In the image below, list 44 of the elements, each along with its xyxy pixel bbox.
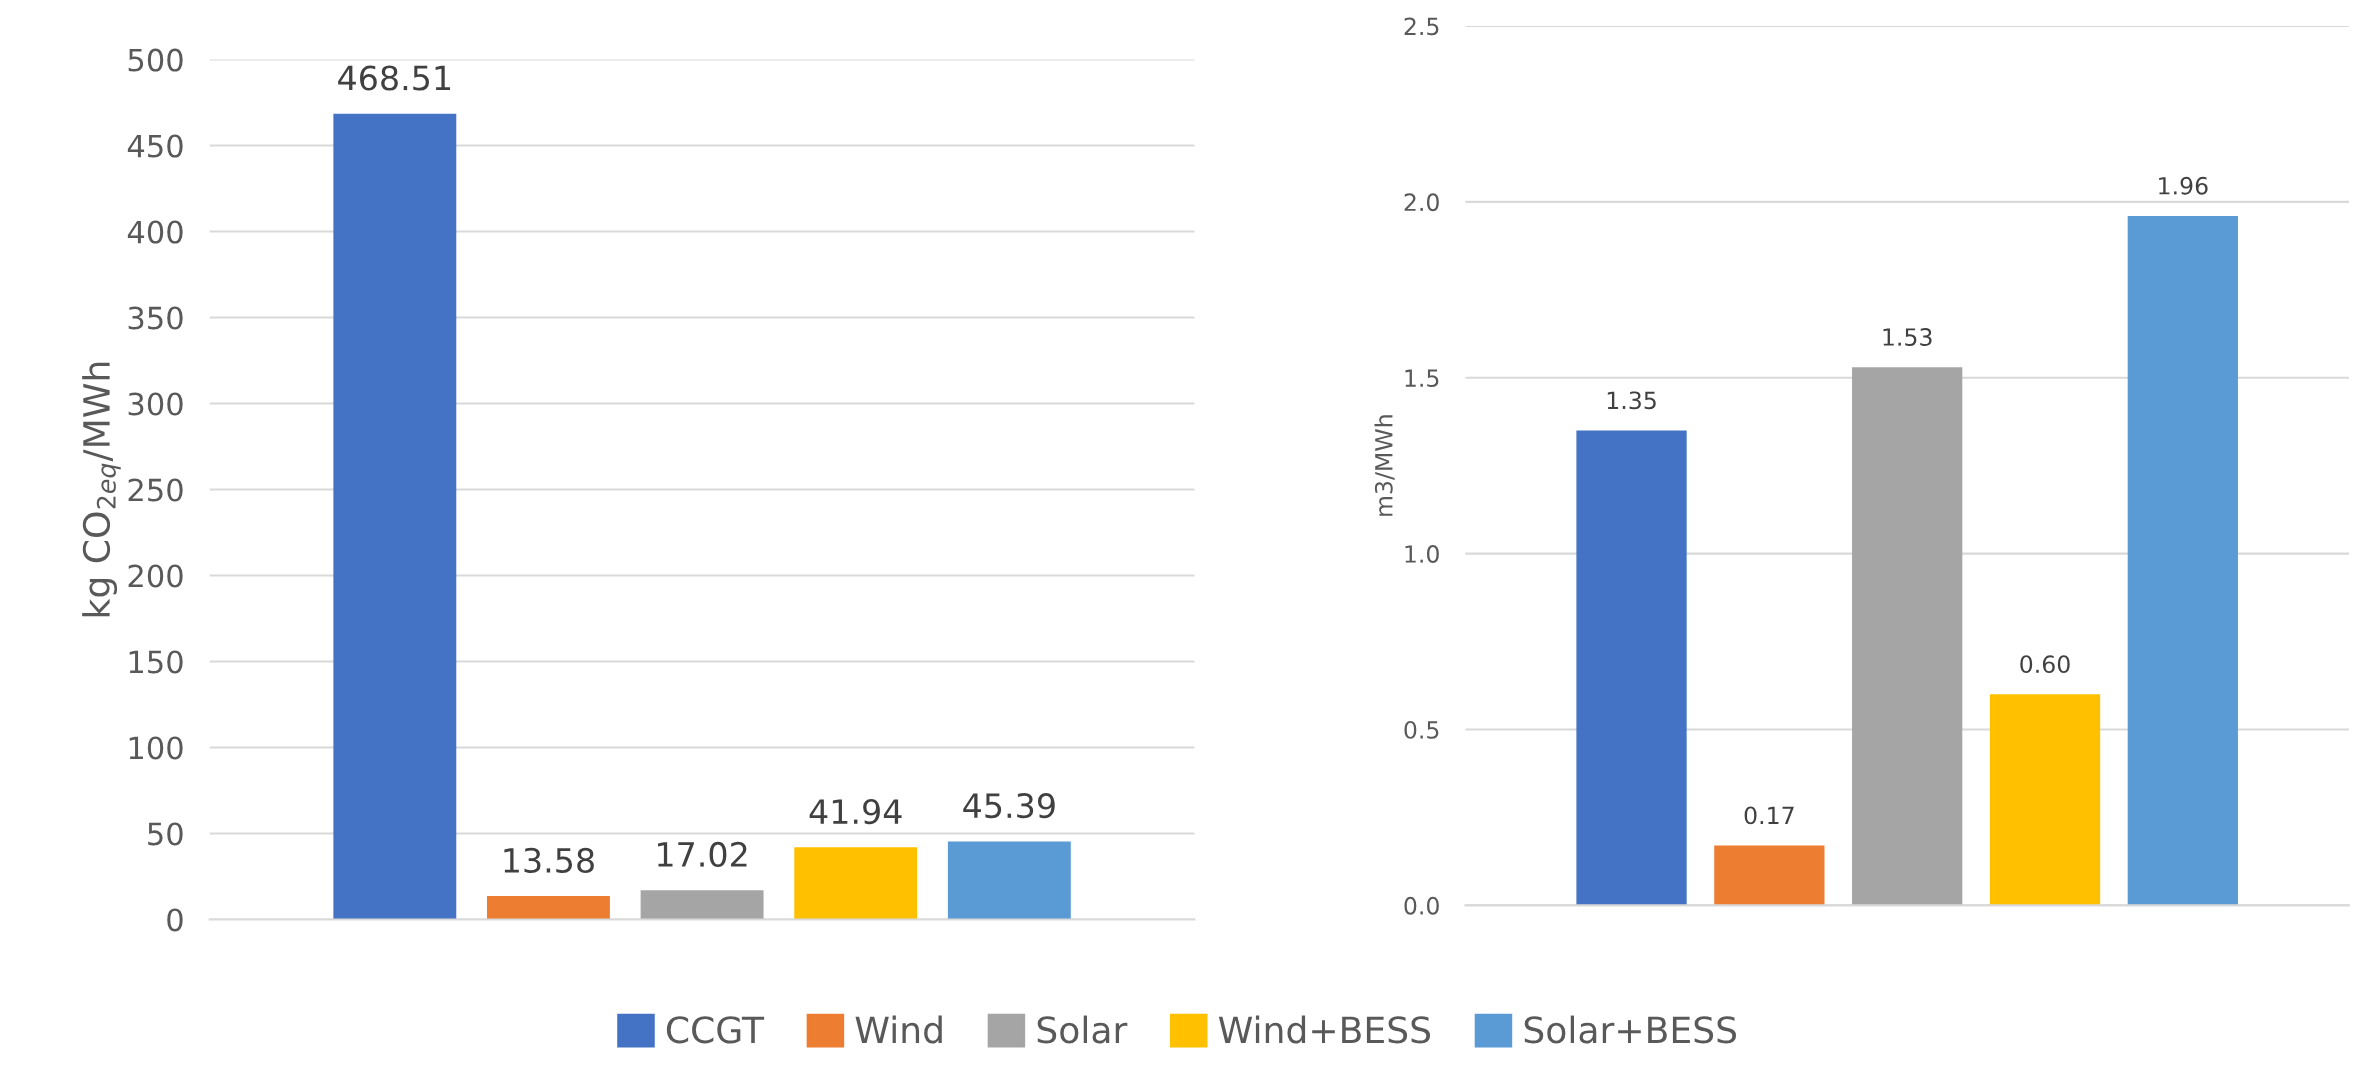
bar [333,113,457,920]
y-axis-title: kg CO$_{2eq}$/MWh [82,362,121,617]
data-label: 17.02 [658,841,747,868]
y-tick-label: 250 [128,478,183,502]
data-label: 0.60 [2020,655,2070,674]
bar [2127,215,2238,906]
y-axis-title: m3/MWh [1374,415,1395,516]
y-tick-label: 2.0 [1404,193,1439,212]
y-tick-label: 150 [129,650,183,674]
y-tick-label: 350 [128,306,183,330]
bar [1852,367,1963,906]
y-tick-label: 50 [148,822,183,846]
y-tick-label: 400 [127,220,183,244]
bar [487,896,610,920]
data-label: 13.58 [504,847,594,873]
y-tick-label: 0.5 [1404,720,1439,739]
bar [947,841,1071,920]
data-label: 45.39 [963,793,1055,819]
y-tick-label: 100 [129,736,183,760]
y-tick-label: 500 [128,48,183,72]
legend-label: CCGT [666,1016,765,1044]
y-tick-label: 0.0 [1404,896,1439,915]
y-tick-label: 200 [128,564,183,588]
bar [640,890,764,920]
data-label: 1.96 [2159,176,2208,195]
legend-label: Solar [1037,1015,1128,1044]
y-tick-label: 2.5 [1404,17,1439,36]
bar [1714,845,1825,906]
data-label: 468.51 [338,65,451,91]
y-tick-label: 1.0 [1405,545,1439,563]
legend-label: Wind [855,1015,942,1044]
data-label: 41.94 [809,799,902,825]
data-label: 0.17 [1744,806,1794,825]
y-tick-label: 300 [128,392,183,416]
y-tick-label: 450 [127,134,183,158]
data-label: 1.53 [1883,328,1932,346]
data-label: 1.35 [1607,391,1656,410]
bar [794,847,918,920]
legend-label: Solar+BESS [1524,1015,1737,1044]
bar [1576,430,1687,906]
y-tick-label: 1.5 [1405,369,1439,388]
y-tick-label: 0 [167,908,183,932]
bar [1989,694,2101,906]
legend-label: Wind+BESS [1218,1015,1431,1044]
